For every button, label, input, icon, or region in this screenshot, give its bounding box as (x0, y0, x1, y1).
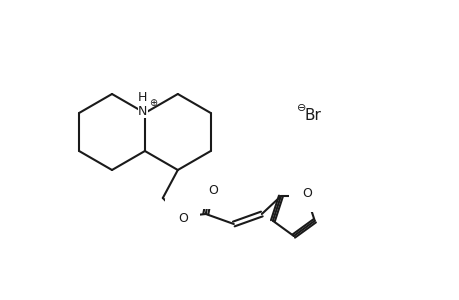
Text: ⊖: ⊖ (297, 103, 306, 113)
Text: O: O (207, 184, 217, 196)
Text: N: N (138, 104, 147, 118)
Text: O: O (178, 212, 187, 224)
Text: O: O (301, 187, 311, 200)
Text: Br: Br (304, 107, 321, 122)
Text: ⊕: ⊕ (149, 98, 157, 108)
Text: H: H (138, 91, 147, 103)
